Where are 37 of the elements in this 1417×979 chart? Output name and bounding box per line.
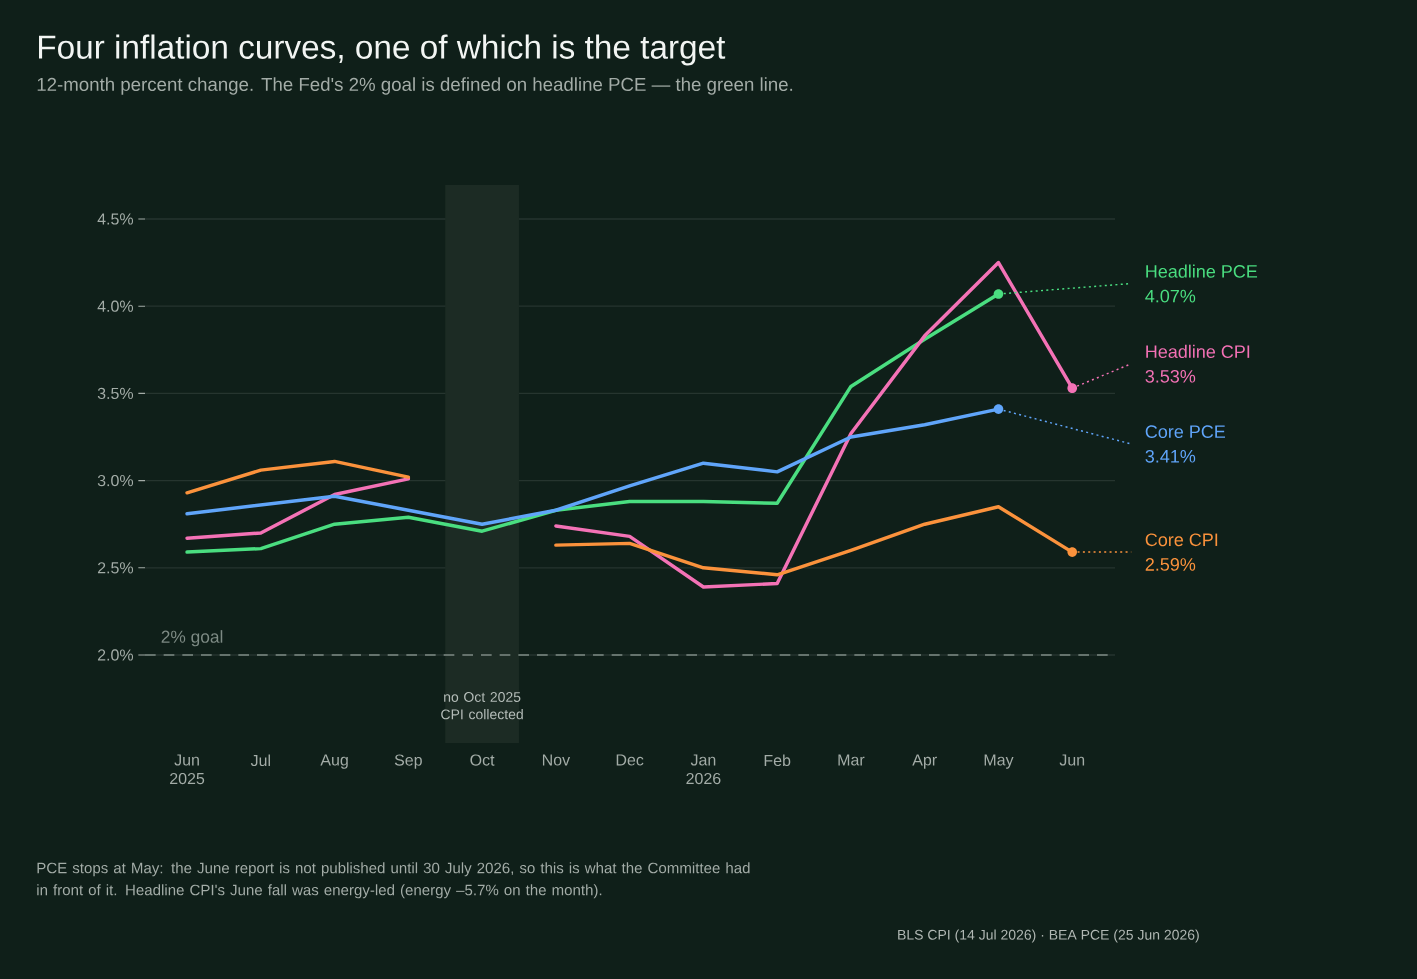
text: BLS CPI (14 Jul 2026) · BEA PCE (25 Jun 2026): [898, 929, 1199, 943]
x-tick-label: Dec: [616, 754, 644, 766]
point: [1067, 383, 1078, 393]
x-tick-label: Jun: [1059, 754, 1085, 766]
data-label: 3.53%: [1145, 369, 1196, 383]
data-label: 4.07%: [1145, 289, 1196, 303]
x-tick-label: Feb: [764, 754, 791, 767]
y-tick-label: 4.0%: [97, 300, 134, 312]
y-tick-label: 2.0%: [97, 649, 134, 661]
y-tick-label: 3.0%: [97, 474, 134, 487]
text: Core CPI: [1145, 533, 1218, 547]
y-tick-label: 3.5%: [97, 387, 134, 400]
ref-line-label: 2% goal: [161, 630, 223, 647]
x-tick-label: Apr: [912, 754, 937, 769]
x-tick-label: Jan 2026: [686, 754, 721, 785]
point: [1067, 547, 1078, 557]
text: Headline CPI: [1146, 344, 1250, 359]
x-tick-label: Jun 2025: [170, 754, 205, 785]
x-tick-label: Jul: [250, 754, 270, 767]
x-tick-label: Oct: [470, 754, 495, 766]
point: [993, 289, 1004, 299]
x-tick-label: May: [984, 754, 1014, 769]
data-label: 2.59%: [1145, 558, 1196, 571]
y-tick-label: 4.5%: [97, 213, 134, 225]
x-tick-label: Mar: [838, 754, 865, 766]
text: PCE stops at May: the June report is not published until 30 July 2026, so this is what the Committee had in front of it. Headline CPI's June fall was energy-led (energy –5.7% on the month).: [37, 862, 750, 899]
x-tick-label: Nov: [542, 754, 571, 766]
chart-title: Four inflation curves, one of which is the target: [39, 34, 726, 66]
x-tick-label: Sep: [394, 754, 422, 769]
x-tick-label: Aug: [320, 754, 348, 769]
y-tick-label: 2.5%: [97, 562, 134, 574]
point: [993, 404, 1004, 414]
text: Headline PCE: [1146, 264, 1258, 278]
data-label: 3.41%: [1145, 449, 1196, 463]
chart-subtitle: 12-month percent change. The Fed's 2% goal is defined on headline PCE — the green line.: [37, 77, 793, 95]
band-label: no Oct 2025 CPI collected: [441, 692, 523, 720]
text: Core PCE: [1145, 425, 1226, 438]
